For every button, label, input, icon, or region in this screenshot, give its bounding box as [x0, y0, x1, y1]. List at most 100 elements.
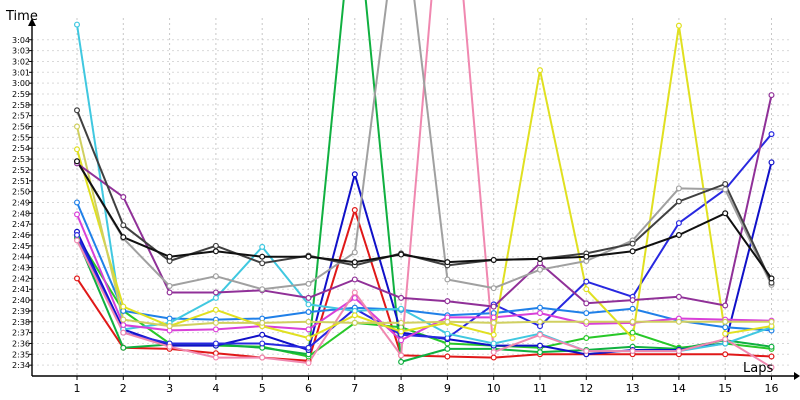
- x-tick-label: 8: [398, 382, 405, 395]
- data-point: [722, 181, 729, 188]
- x-tick-label: 7: [351, 382, 358, 395]
- x-tick-label: 1: [74, 382, 81, 395]
- data-point: [768, 92, 775, 99]
- y-tick-label: 2:48: [12, 209, 30, 218]
- data-point: [259, 331, 266, 338]
- data-point: [259, 253, 266, 260]
- data-point: [768, 343, 775, 350]
- y-tick-label: 2:56: [12, 123, 30, 132]
- series-line-8: [76, 214, 772, 342]
- data-point: [444, 259, 451, 266]
- data-point: [351, 289, 358, 296]
- data-point: [305, 294, 312, 301]
- x-tick-label: 15: [718, 382, 732, 395]
- data-point: [212, 294, 219, 301]
- data-point: [444, 330, 451, 337]
- x-tick-label: 4: [212, 382, 219, 395]
- data-point: [768, 364, 775, 371]
- y-tick-label: 2:57: [12, 112, 30, 121]
- data-point: [536, 349, 543, 356]
- data-point: [722, 324, 729, 331]
- data-point: [629, 329, 636, 336]
- data-point: [629, 318, 636, 325]
- data-point: [398, 352, 405, 359]
- y-tick-label: 2:52: [12, 166, 30, 175]
- x-axis-arrow: [794, 372, 800, 380]
- y-tick-label: 3:03: [12, 47, 30, 56]
- data-point: [675, 22, 682, 29]
- x-tick-label: 11: [533, 382, 547, 395]
- data-point: [305, 318, 312, 325]
- y-tick-label: 2:50: [12, 188, 30, 197]
- data-point: [73, 237, 80, 244]
- data-point: [212, 340, 219, 347]
- data-point: [629, 240, 636, 247]
- y-tick-label: 2:46: [12, 231, 30, 240]
- data-point: [536, 266, 543, 273]
- data-point: [259, 286, 266, 293]
- data-point: [490, 256, 497, 263]
- series-line-5: [76, 133, 773, 349]
- data-point: [305, 301, 312, 308]
- y-tick-label: 2:47: [12, 220, 30, 229]
- data-point: [73, 211, 80, 218]
- data-point: [73, 199, 80, 206]
- data-point: [583, 253, 590, 260]
- y-tick-label: 2:39: [12, 307, 30, 316]
- data-point: [536, 255, 543, 262]
- data-point: [120, 222, 127, 229]
- y-tick-label: 2:44: [12, 253, 30, 262]
- y-tick-label: 2:41: [12, 285, 30, 294]
- y-tick-label: 2:42: [12, 274, 30, 283]
- series-line-2: [76, 235, 772, 358]
- data-point: [490, 331, 497, 338]
- data-point: [583, 318, 590, 325]
- data-point: [675, 220, 682, 227]
- data-point: [166, 343, 173, 350]
- data-point: [259, 319, 266, 326]
- data-point: [259, 340, 266, 347]
- data-point: [212, 242, 219, 249]
- y-tick-label: 2:51: [12, 177, 30, 186]
- data-point: [629, 348, 636, 355]
- data-point: [398, 358, 405, 365]
- data-point: [583, 278, 590, 285]
- data-point: [444, 298, 451, 305]
- data-point: [398, 251, 405, 258]
- data-point: [583, 300, 590, 307]
- data-point: [490, 285, 497, 292]
- data-point: [490, 349, 497, 356]
- data-point: [73, 158, 80, 165]
- data-point: [73, 107, 80, 114]
- y-tick-label: 2:43: [12, 264, 30, 273]
- y-tick-label: 2:55: [12, 133, 30, 142]
- data-point: [722, 330, 729, 337]
- series-line-1: [76, 209, 772, 362]
- data-point: [351, 259, 358, 266]
- data-point: [629, 297, 636, 304]
- grid: [32, 18, 790, 376]
- data-point: [675, 293, 682, 300]
- data-point: [166, 289, 173, 296]
- y-tick-label: 2:58: [12, 101, 30, 110]
- x-tick-label: 2: [120, 382, 127, 395]
- y-tick-label: 2:54: [12, 144, 30, 153]
- data-point: [536, 310, 543, 317]
- data-point: [120, 329, 127, 336]
- data-point: [583, 310, 590, 317]
- series-line-13: [76, 0, 773, 291]
- data-point: [351, 294, 358, 301]
- data-point: [629, 335, 636, 342]
- data-point: [120, 344, 127, 351]
- data-point: [351, 171, 358, 178]
- data-point: [768, 275, 775, 282]
- axes: 2:34 2:35 2:362:37 2:38 2:39 2:40 2:41 2:422:43…: [12, 18, 800, 395]
- data-point: [259, 243, 266, 250]
- x-tick-label: 12: [579, 382, 593, 395]
- data-point: [490, 303, 497, 310]
- data-point: [212, 273, 219, 280]
- data-point: [120, 322, 127, 329]
- data-point: [536, 67, 543, 74]
- series-group: [73, 0, 775, 371]
- data-point: [675, 231, 682, 238]
